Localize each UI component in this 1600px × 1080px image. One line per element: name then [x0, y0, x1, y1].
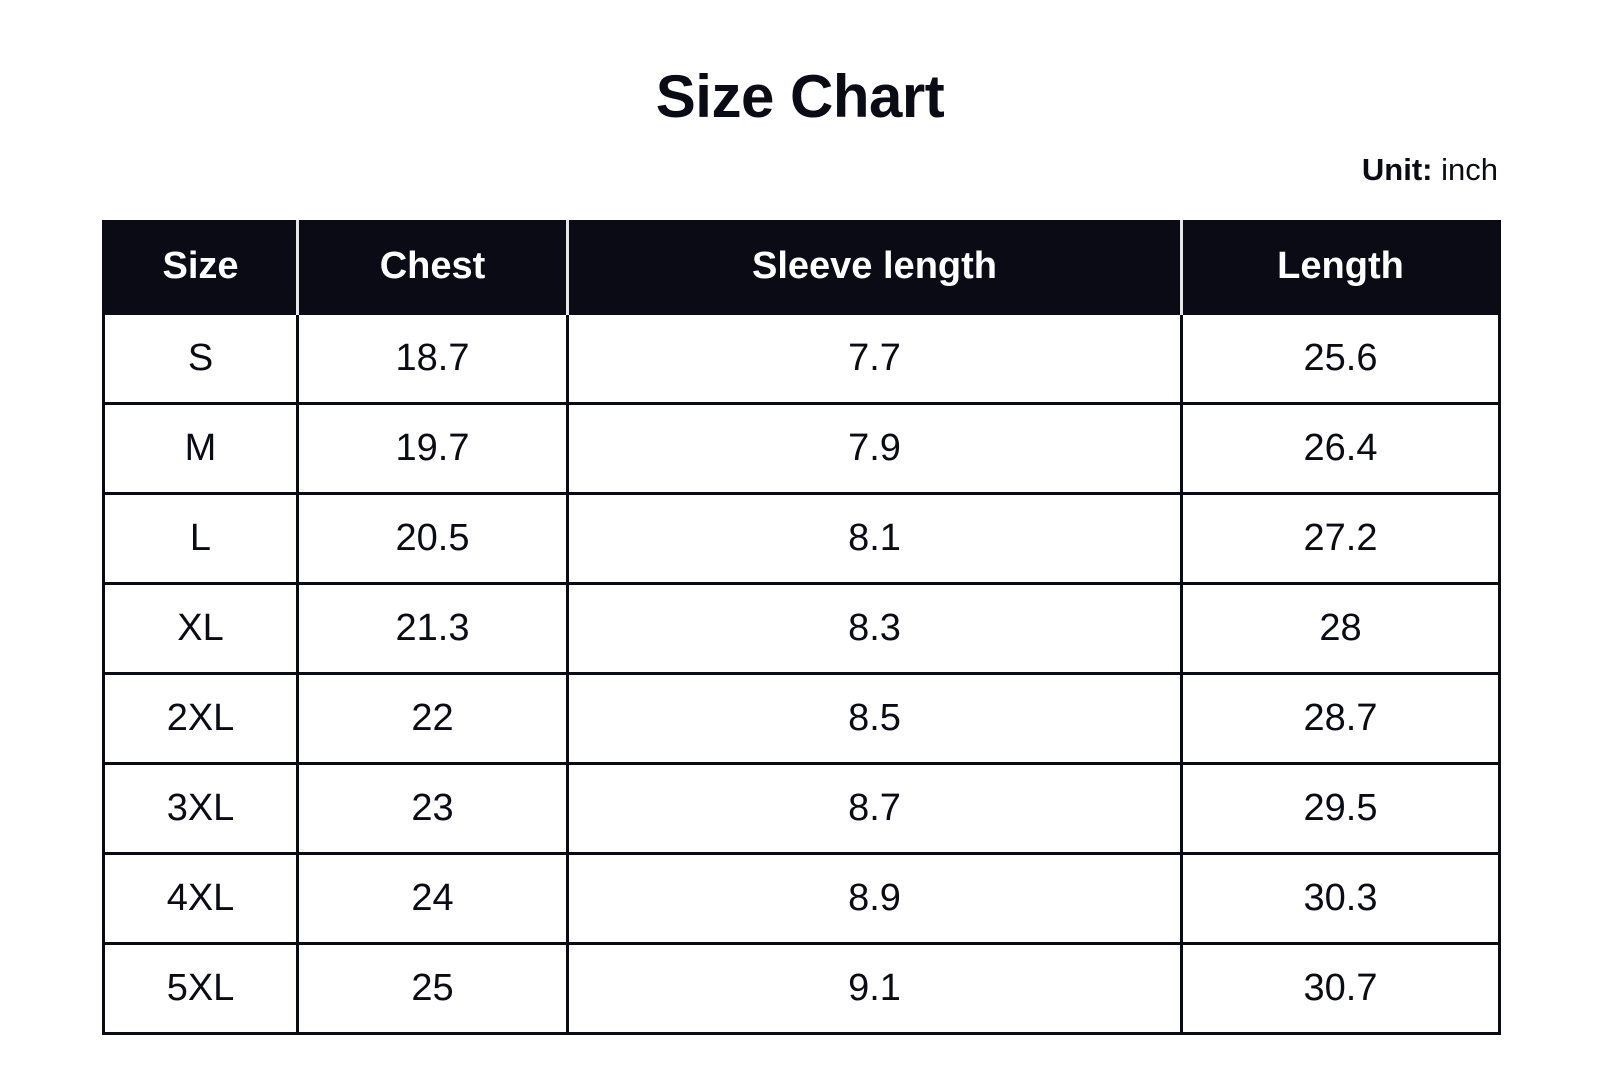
- table-row: 3XL 23 8.7 29.5: [102, 762, 1501, 855]
- table-cell: 26.4: [1180, 402, 1501, 495]
- table-row: 5XL 25 9.1 30.7: [102, 942, 1501, 1035]
- column-header: Length: [1180, 220, 1501, 314]
- column-header: Chest: [296, 220, 569, 314]
- table-cell: 8.5: [566, 672, 1183, 765]
- title: Size Chart: [655, 63, 945, 130]
- table-cell: 18.7: [296, 312, 569, 405]
- table-cell: 4XL: [102, 852, 299, 945]
- table-row: 4XL 24 8.9 30.3: [102, 852, 1501, 945]
- table-cell: 8.7: [566, 762, 1183, 855]
- table-cell: 20.5: [296, 492, 569, 585]
- column-header: Size: [102, 220, 299, 314]
- table-cell: 29.5: [1180, 762, 1501, 855]
- table-cell: 19.7: [296, 402, 569, 495]
- table-cell: 3XL: [102, 762, 299, 855]
- table-cell: 5XL: [102, 942, 299, 1035]
- column-header: Sleeve length: [566, 220, 1183, 314]
- table-cell: 28: [1180, 582, 1501, 675]
- table-cell: L: [102, 492, 299, 585]
- table-cell: 7.7: [566, 312, 1183, 405]
- table-row: 2XL 22 8.5 28.7: [102, 672, 1501, 765]
- table-cell: 25.6: [1180, 312, 1501, 405]
- table-cell: 30.7: [1180, 942, 1501, 1035]
- table-cell: 22: [296, 672, 569, 765]
- table-cell: 21.3: [296, 582, 569, 675]
- table-cell: 27.2: [1180, 492, 1501, 585]
- table-cell: 2XL: [102, 672, 299, 765]
- table-cell: 9.1: [566, 942, 1183, 1035]
- table-row: M 19.7 7.9 26.4: [102, 402, 1501, 495]
- header-row: Size Chest Sleeve length Length: [102, 220, 1501, 314]
- unit-label: Unit:: [1361, 152, 1433, 187]
- unit-value: inch: [1441, 152, 1498, 187]
- table-cell: 30.3: [1180, 852, 1501, 945]
- table-cell: S: [102, 312, 299, 405]
- size-table: Size Chest Sleeve length Length S 18.7 7.7 25.…: [102, 220, 1501, 1035]
- table-row: L 20.5 8.1 27.2: [102, 492, 1501, 585]
- table-cell: 24: [296, 852, 569, 945]
- table-cell: 25: [296, 942, 569, 1035]
- table-cell: 8.1: [566, 492, 1183, 585]
- unit-note: Unit: inch: [1362, 152, 1498, 188]
- table-body: S 18.7 7.7 25.6 M 19.7 7.9 26.4 L 20.5 8.1 27.2 XL 21…: [102, 312, 1501, 1035]
- table-cell: 8.9: [566, 852, 1183, 945]
- table-cell: 7.9: [566, 402, 1183, 495]
- table-cell: 23: [296, 762, 569, 855]
- table-cell: XL: [102, 582, 299, 675]
- table-cell: M: [102, 402, 299, 495]
- table-row: XL 21.3 8.3 28: [102, 582, 1501, 675]
- table-row: S 18.7 7.7 25.6: [102, 312, 1501, 405]
- table-cell: 28.7: [1180, 672, 1501, 765]
- table-cell: 8.3: [566, 582, 1183, 675]
